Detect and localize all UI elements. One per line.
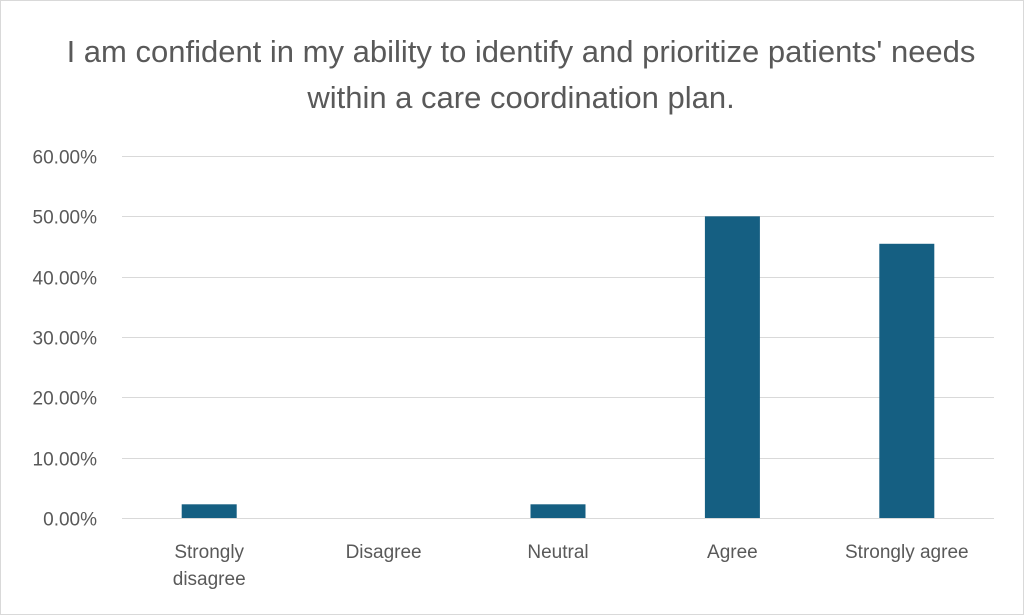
bar (704, 216, 760, 519)
x-tick-label: Strongly (174, 542, 244, 563)
y-tick-label: 20.00% (33, 389, 98, 410)
chart-title: I am confident in my ability to identify… (66, 34, 976, 115)
x-tick-label: Disagree (346, 542, 422, 563)
y-tick-label: 50.00% (33, 208, 98, 229)
y-tick-label: 0.00% (43, 510, 97, 531)
y-tick-label: 30.00% (33, 329, 98, 350)
y-tick-label: 40.00% (33, 269, 98, 290)
y-tick-label: 10.00% (33, 450, 98, 471)
x-tick-label: disagree (173, 569, 246, 590)
x-tick-label: Agree (707, 542, 758, 563)
y-tick-label: 60.00% (33, 148, 98, 169)
bar (879, 243, 935, 518)
bar (530, 504, 586, 518)
bar (181, 504, 237, 518)
x-tick-label: Strongly agree (845, 542, 969, 563)
x-tick-label: Neutral (527, 542, 588, 563)
